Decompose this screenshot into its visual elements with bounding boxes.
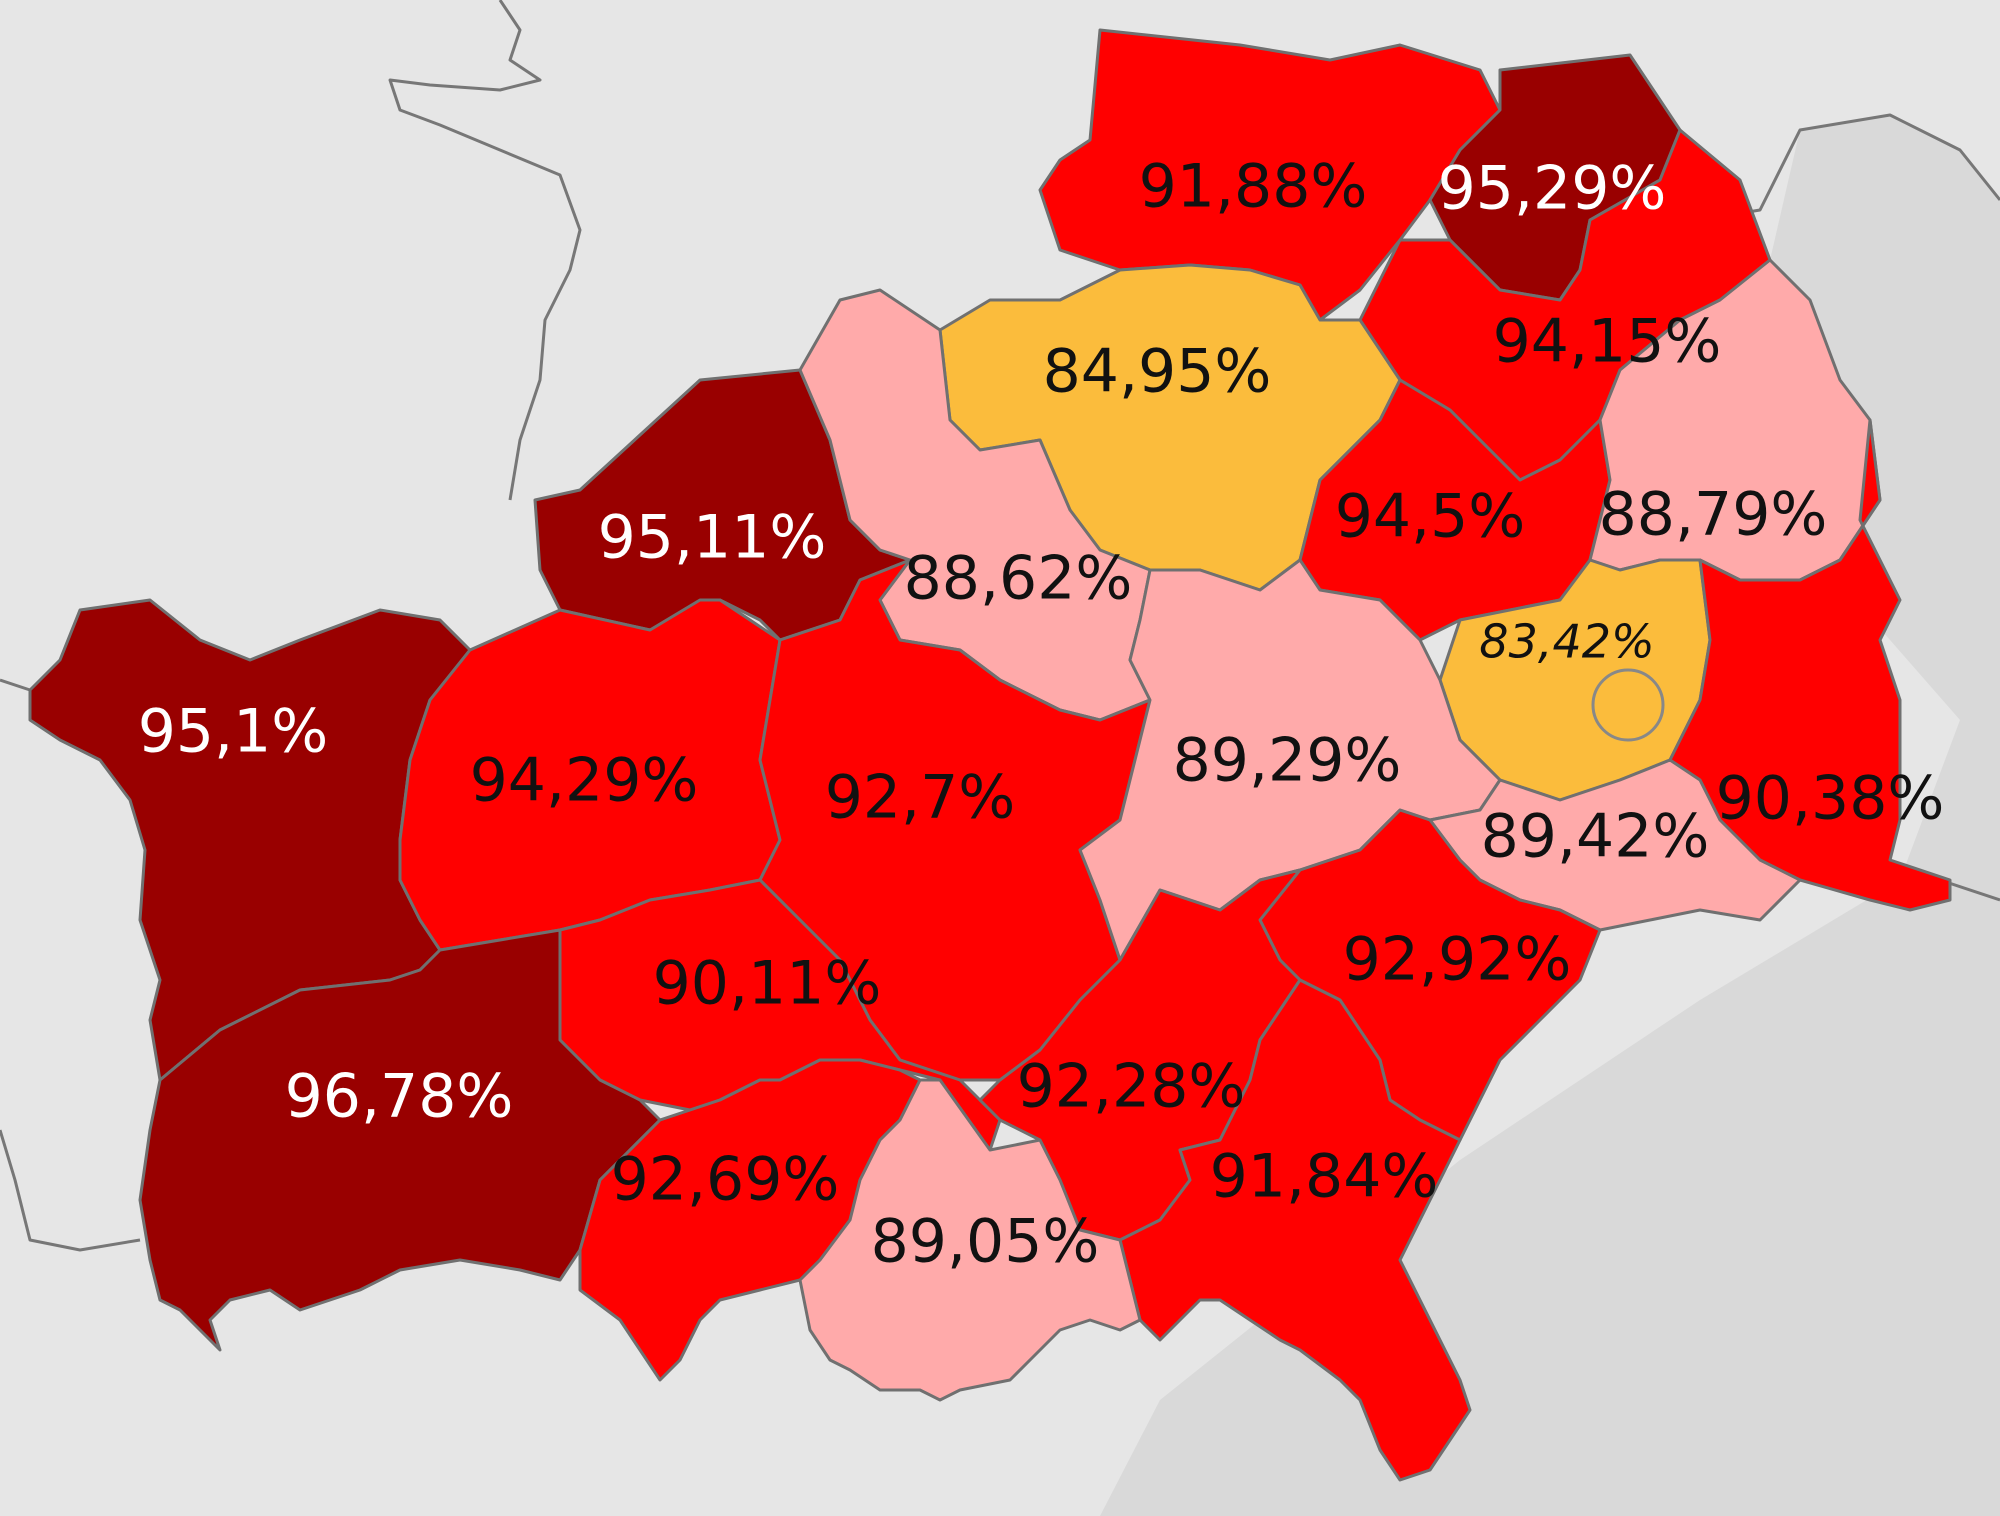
region-r18[interactable] <box>138 928 662 1352</box>
region-r22[interactable] <box>798 1078 1142 1402</box>
region-label-r5: 94,5% <box>1335 482 1526 552</box>
region-label-r14: 90,38% <box>1716 764 1945 834</box>
region-label-r19: 92,28% <box>1017 1052 1246 1122</box>
region-label-r18: 96,78% <box>285 1062 514 1132</box>
region-label-r12: 92,7% <box>825 763 1016 833</box>
region-label-r10: 95,1% <box>138 697 329 767</box>
region-label-r6: 88,79% <box>1599 480 1828 550</box>
region-label-r9: 83,42% <box>1479 615 1654 669</box>
region-label-r1: 91,88% <box>1139 152 1368 222</box>
border-southwest <box>0 1129 141 1252</box>
region-label-r20: 92,69% <box>611 1145 840 1215</box>
city-marker-icon[interactable] <box>1591 668 1665 742</box>
region-r1[interactable] <box>1038 28 1502 322</box>
region-label-r7: 95,11% <box>598 503 827 573</box>
region-label-r16: 90,11% <box>653 949 882 1019</box>
region-r14[interactable] <box>1668 418 1952 912</box>
region-label-r3: 94,15% <box>1493 307 1722 377</box>
region-r21[interactable] <box>1118 978 1472 1482</box>
region-label-r13: 89,29% <box>1173 726 1402 796</box>
background-east <box>1100 115 2000 1516</box>
region-label-r11: 94,29% <box>470 746 699 816</box>
region-label-r15: 89,42% <box>1481 802 1710 872</box>
region-label-r4: 84,95% <box>1043 337 1272 407</box>
region-label-r21: 91,84% <box>1210 1142 1439 1212</box>
region-label-r8: 88,62% <box>904 544 1133 614</box>
region-label-r17: 92,92% <box>1343 925 1572 995</box>
border-northwest <box>388 0 582 501</box>
region-label-r22: 89,05% <box>871 1207 1100 1277</box>
region-label-r2: 95,29% <box>1438 154 1667 224</box>
